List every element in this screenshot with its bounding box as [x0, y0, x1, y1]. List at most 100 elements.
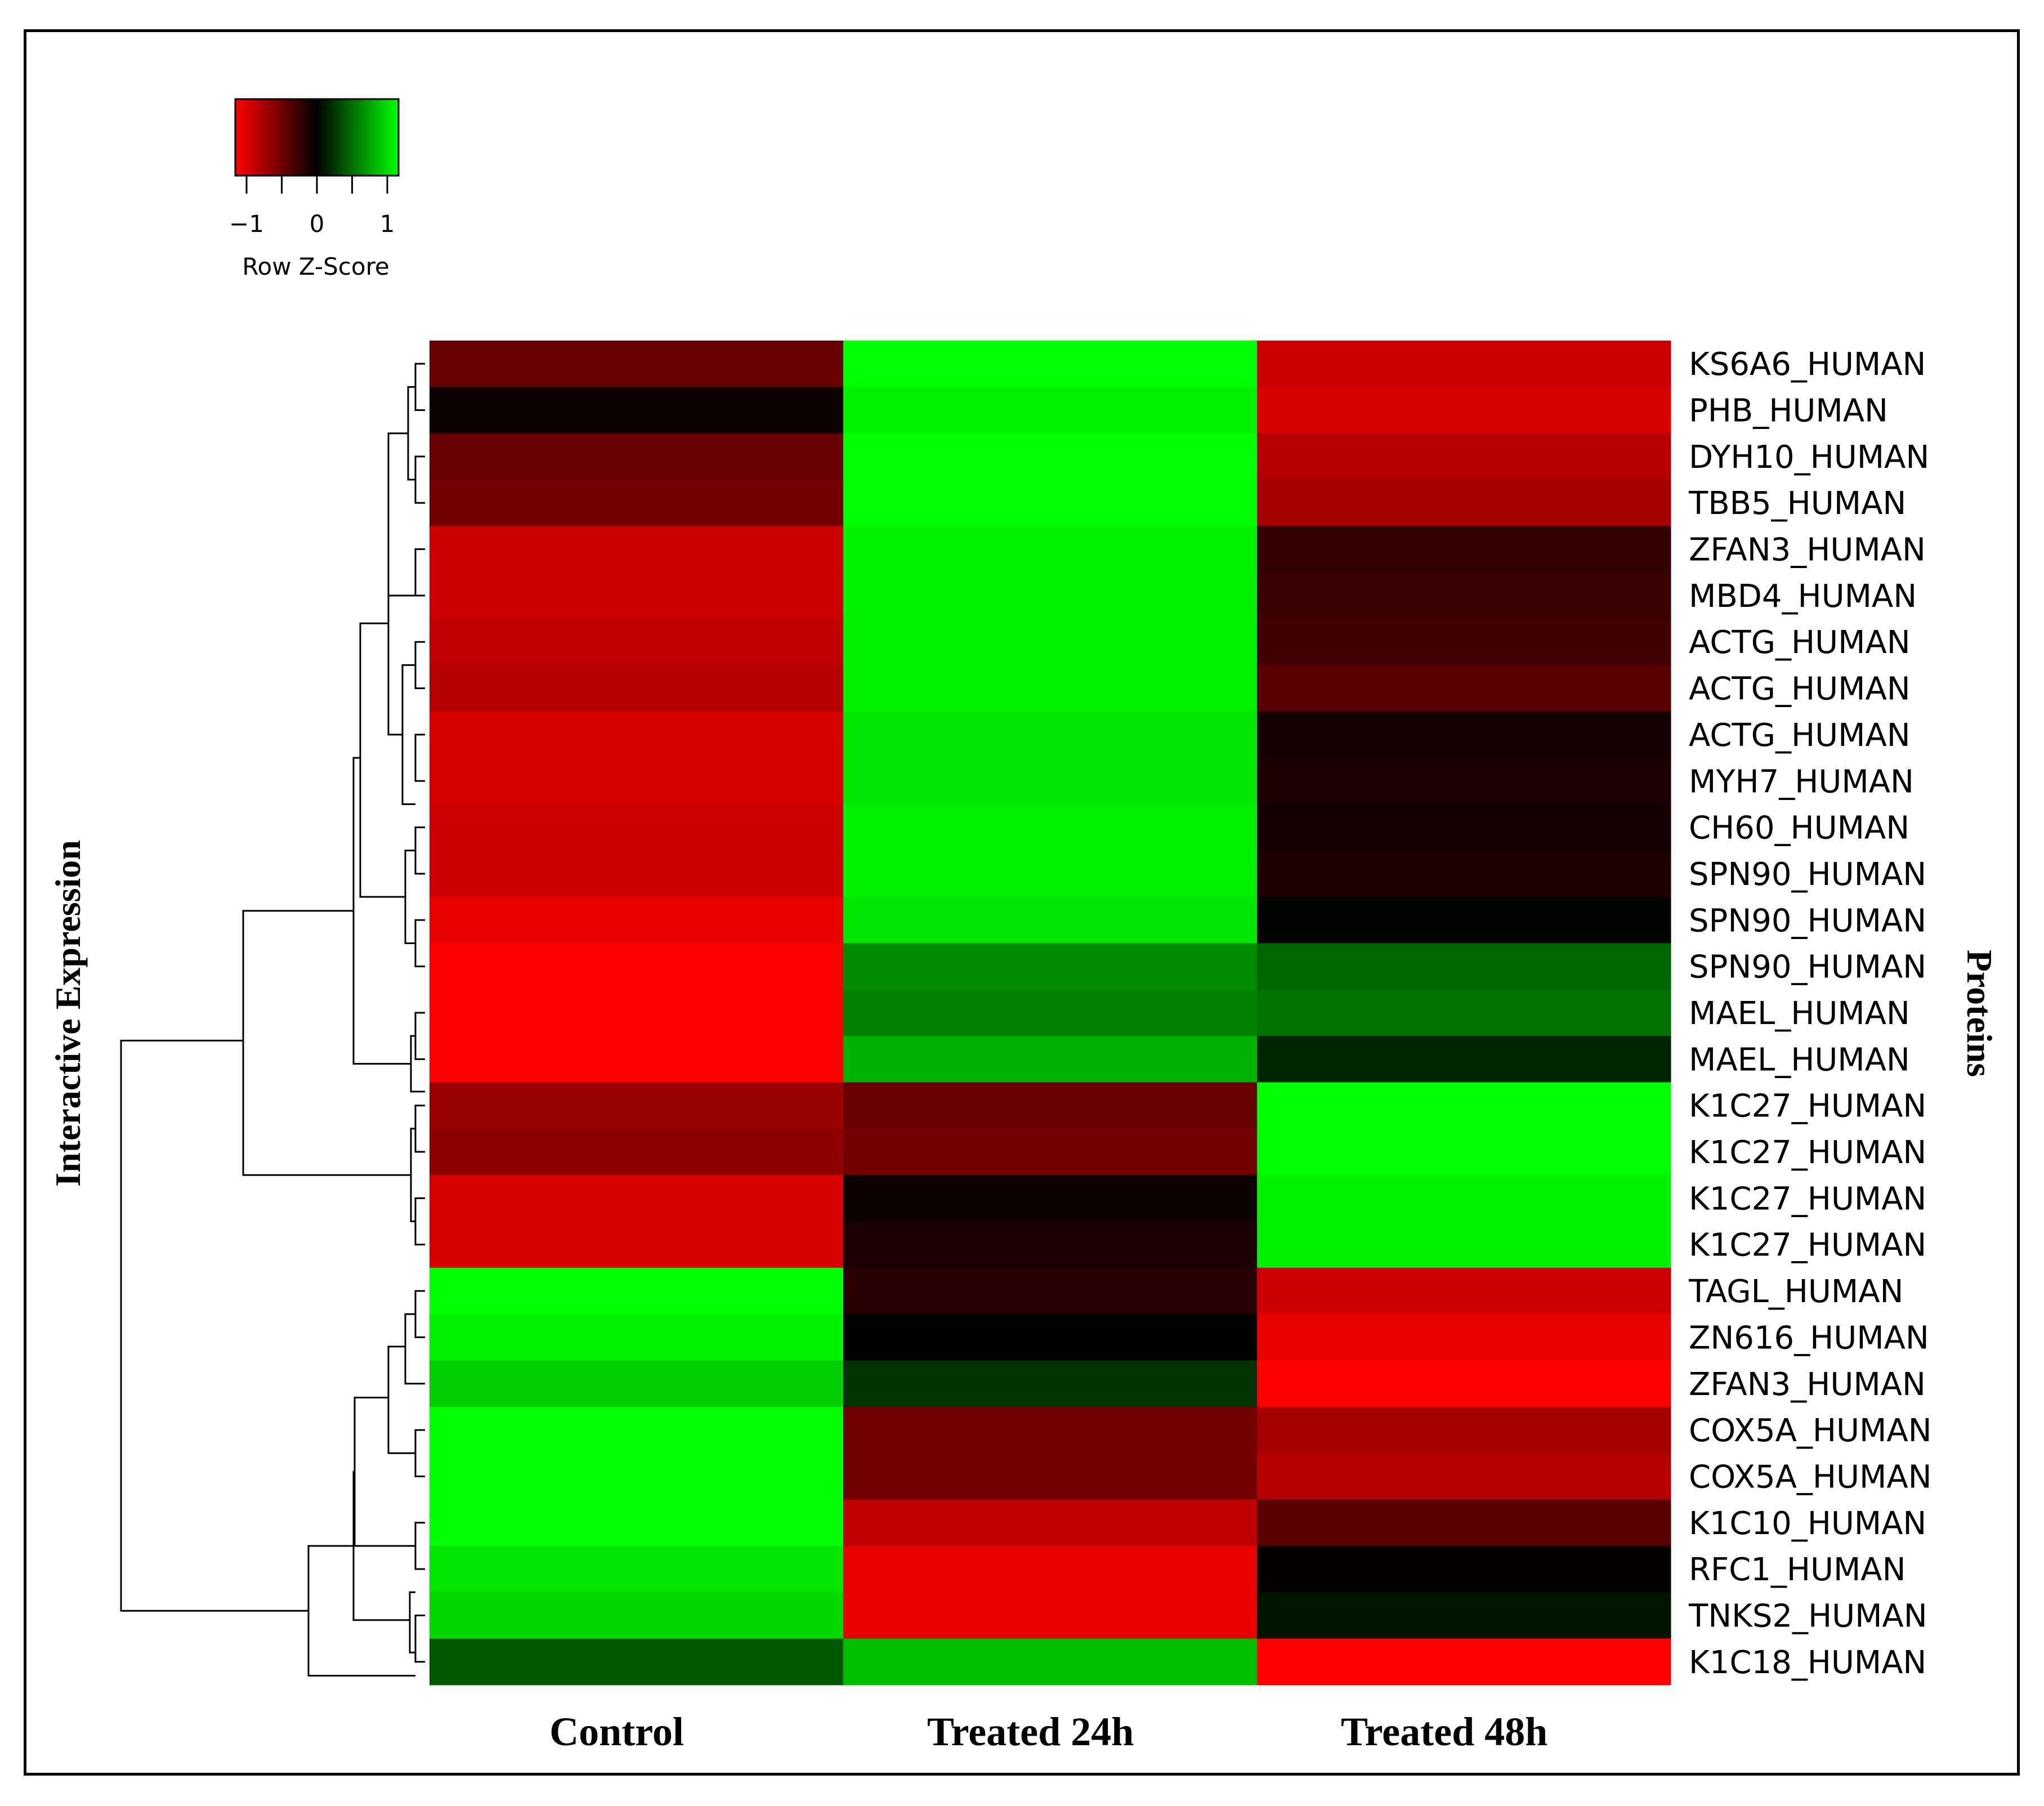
color-key: −1 0 1 Row Z-Score — [229, 98, 400, 280]
heatmap-cell — [1257, 1453, 1671, 1500]
protein-label: COX5A_HUMAN — [1689, 1459, 1932, 1495]
dendrogram-branch — [414, 734, 425, 782]
heatmap-cell — [843, 1406, 1258, 1454]
column-label: Control — [549, 1709, 684, 1754]
dendrogram-branch — [387, 432, 415, 597]
color-key-ticks: −1 0 1 — [229, 176, 395, 238]
heatmap-cell — [430, 1314, 844, 1361]
heatmap-cell — [1257, 850, 1671, 897]
color-key-tick-label: −1 — [229, 210, 264, 238]
heatmap-cell — [1257, 1499, 1671, 1546]
heatmap-cell — [843, 480, 1258, 526]
heatmap-cell — [1257, 1221, 1671, 1268]
heatmap-cell — [1257, 804, 1671, 851]
heatmap-cell — [843, 1638, 1258, 1686]
dendrogram-branch — [120, 1039, 308, 1612]
heatmap-cell — [843, 804, 1258, 851]
dendrogram-branch — [401, 664, 415, 805]
heatmap-cell — [430, 526, 844, 573]
heatmap-cell — [430, 1453, 844, 1500]
protein-label: MAEL_HUMAN — [1689, 995, 1910, 1032]
heatmap-cell — [1257, 480, 1671, 526]
heatmap-cell — [1257, 1082, 1671, 1129]
protein-label: TNKS2_HUMAN — [1688, 1598, 1927, 1634]
column-labels: Control Treated 24h Treated 48h — [549, 1709, 1547, 1754]
dendrogram-branch — [387, 1345, 415, 1454]
heatmap-cell — [1257, 341, 1671, 387]
y-axis-title: Interactive Expression — [48, 840, 88, 1187]
heatmap-cell — [1257, 711, 1671, 758]
heatmap-cell — [843, 1036, 1258, 1083]
dendrogram-branch — [404, 850, 415, 944]
heatmap-cell — [430, 341, 844, 387]
heatmap-cell — [430, 1082, 844, 1129]
heatmap-cell — [1257, 433, 1671, 480]
heatmap-cell — [843, 1592, 1258, 1639]
heatmap-cell — [430, 943, 844, 990]
heatmap-cell — [430, 1406, 844, 1454]
protein-label: K1C27_HUMAN — [1689, 1227, 1926, 1264]
dendrogram-branch — [414, 919, 425, 968]
heatmap-cell — [430, 1592, 844, 1639]
protein-label: MBD4_HUMAN — [1689, 578, 1917, 615]
color-key-label: Row Z-Score — [242, 253, 390, 280]
protein-label: ACTG_HUMAN — [1689, 717, 1911, 754]
dendrogram-branch — [414, 1012, 425, 1060]
heatmap-cell — [430, 1128, 844, 1175]
protein-label: K1C27_HUMAN — [1689, 1134, 1926, 1171]
heatmap-cell — [843, 711, 1258, 758]
protein-label: TAGL_HUMAN — [1688, 1273, 1903, 1310]
heatmap-cell — [843, 1267, 1258, 1315]
heatmap-cell — [843, 897, 1258, 944]
heatmap-cell — [843, 387, 1258, 434]
heatmap-cell — [1257, 1175, 1671, 1222]
heatmap-cell — [430, 897, 844, 944]
heatmap-cell — [843, 572, 1258, 619]
protein-label: MYH7_HUMAN — [1689, 763, 1914, 800]
heatmap-cell — [1257, 1360, 1671, 1407]
dendrogram-branch — [414, 1614, 425, 1663]
color-key-tick-label: 1 — [380, 210, 395, 238]
heatmap-cell — [1257, 572, 1671, 619]
heatmap-cell — [430, 1036, 844, 1083]
heatmap-cell — [843, 850, 1258, 897]
heatmap-cell — [430, 1545, 844, 1593]
heatmap-cell — [430, 665, 844, 712]
heatmap-cell — [843, 758, 1258, 804]
dendrogram-branch — [414, 548, 425, 597]
protein-label: ZFAN3_HUMAN — [1689, 532, 1926, 569]
protein-label: COX5A_HUMAN — [1689, 1412, 1932, 1449]
heatmap-cell — [430, 804, 844, 851]
heatmap-cell — [430, 387, 844, 434]
color-key-bar — [234, 98, 400, 177]
dendrogram-branch — [414, 1197, 425, 1246]
dendrogram-branch — [414, 1429, 425, 1477]
heatmap-cell — [1257, 897, 1671, 944]
heatmap-cell — [430, 1360, 844, 1407]
heatmap-cell — [1257, 1638, 1671, 1686]
dendrogram-branch — [414, 1105, 425, 1153]
heatmap-cell — [1257, 943, 1671, 990]
heatmap-cell — [430, 572, 844, 619]
dendrogram-branch — [354, 1396, 415, 1547]
protein-label: SPN90_HUMAN — [1689, 902, 1926, 939]
heatmap-cell — [1257, 526, 1671, 573]
heatmap-cell — [843, 1545, 1258, 1593]
heatmap-cell — [430, 619, 844, 665]
protein-label: MAEL_HUMAN — [1689, 1041, 1910, 1078]
heatmap-cell — [430, 1267, 844, 1315]
protein-label: K1C10_HUMAN — [1689, 1505, 1926, 1542]
dendrogram-branch — [414, 1522, 425, 1570]
heatmap-cell — [843, 1314, 1258, 1361]
protein-label: ZN616_HUMAN — [1689, 1320, 1929, 1356]
protein-label: TBB5_HUMAN — [1688, 485, 1906, 522]
dendrogram-branch — [359, 622, 405, 898]
heatmap-cell — [430, 1175, 844, 1222]
protein-label: SPN90_HUMAN — [1689, 949, 1926, 986]
protein-label: K1C27_HUMAN — [1689, 1088, 1926, 1125]
heatmap-cell — [1257, 758, 1671, 804]
heatmap-cell — [843, 1221, 1258, 1268]
protein-labels: KS6A6_HUMAN PHB_HUMAN DYH10_HUMAN TBB5_HUMA… — [1688, 346, 1932, 1681]
heatmap-cell — [430, 989, 844, 1036]
